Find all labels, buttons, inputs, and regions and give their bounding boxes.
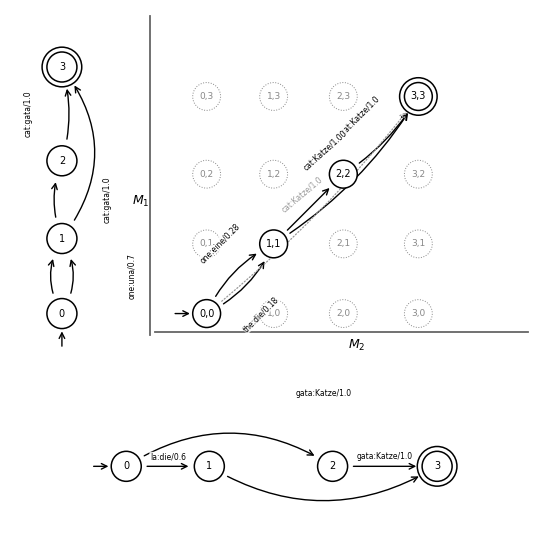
- Text: 2: 2: [59, 156, 65, 166]
- Text: 1,1: 1,1: [266, 239, 281, 249]
- Circle shape: [329, 160, 357, 188]
- Circle shape: [193, 160, 220, 188]
- Text: 3: 3: [434, 461, 440, 471]
- Text: 3,1: 3,1: [411, 240, 426, 248]
- Text: $M_1$: $M_1$: [132, 193, 150, 209]
- Text: 1,3: 1,3: [267, 92, 281, 101]
- Text: 0,0: 0,0: [199, 309, 214, 318]
- Text: 2: 2: [329, 461, 336, 471]
- Circle shape: [318, 451, 348, 481]
- Circle shape: [47, 224, 77, 254]
- Text: 0,3: 0,3: [200, 92, 214, 101]
- Text: 2,0: 2,0: [336, 309, 350, 318]
- Text: gata:Katze/1.0: gata:Katze/1.0: [357, 452, 413, 461]
- Circle shape: [422, 451, 452, 481]
- Circle shape: [405, 230, 432, 258]
- Text: cat:Katze/1.00: cat:Katze/1.00: [302, 128, 349, 172]
- Text: cat:Katze/1.0: cat:Katze/1.0: [339, 94, 381, 136]
- Text: 0: 0: [59, 309, 65, 318]
- Circle shape: [405, 83, 432, 110]
- Text: one:una/0.7: one:una/0.7: [127, 253, 136, 299]
- Text: 3,3: 3,3: [411, 92, 426, 101]
- Circle shape: [329, 83, 357, 110]
- Circle shape: [259, 83, 287, 110]
- Text: 3,2: 3,2: [411, 170, 425, 178]
- Text: 1: 1: [59, 234, 65, 243]
- Text: $M_2$: $M_2$: [348, 338, 365, 353]
- Circle shape: [193, 230, 220, 258]
- Circle shape: [111, 451, 141, 481]
- Text: 3: 3: [59, 62, 65, 72]
- Text: cat:gata/1.0: cat:gata/1.0: [103, 176, 112, 223]
- Text: la:die/0.6: la:die/0.6: [150, 452, 186, 461]
- Text: 1: 1: [206, 461, 213, 471]
- Circle shape: [47, 299, 77, 329]
- Text: cat:Katze/1.0: cat:Katze/1.0: [280, 175, 324, 214]
- Text: the:die/0.18: the:die/0.18: [241, 295, 280, 334]
- Circle shape: [47, 52, 77, 82]
- Text: gata:Katze/1.0: gata:Katze/1.0: [295, 390, 352, 398]
- Circle shape: [259, 160, 287, 188]
- Text: 1,2: 1,2: [267, 170, 281, 178]
- Text: 3,0: 3,0: [411, 309, 426, 318]
- Text: 0,1: 0,1: [200, 240, 214, 248]
- Text: 0,2: 0,2: [200, 170, 214, 178]
- Text: 2,1: 2,1: [336, 240, 350, 248]
- Circle shape: [329, 300, 357, 327]
- Text: cat:gata/1.0: cat:gata/1.0: [24, 91, 33, 137]
- Text: 0: 0: [123, 461, 129, 471]
- Text: 2,2: 2,2: [335, 169, 351, 179]
- Text: 2,3: 2,3: [336, 92, 350, 101]
- Circle shape: [193, 300, 220, 327]
- Circle shape: [47, 146, 77, 176]
- Text: one:eine/0.28: one:eine/0.28: [198, 221, 241, 265]
- Circle shape: [329, 230, 357, 258]
- Circle shape: [259, 230, 287, 258]
- Text: 1,0: 1,0: [267, 309, 281, 318]
- Circle shape: [194, 451, 224, 481]
- Circle shape: [259, 300, 287, 327]
- Circle shape: [405, 160, 432, 188]
- Circle shape: [193, 83, 220, 110]
- Circle shape: [405, 300, 432, 327]
